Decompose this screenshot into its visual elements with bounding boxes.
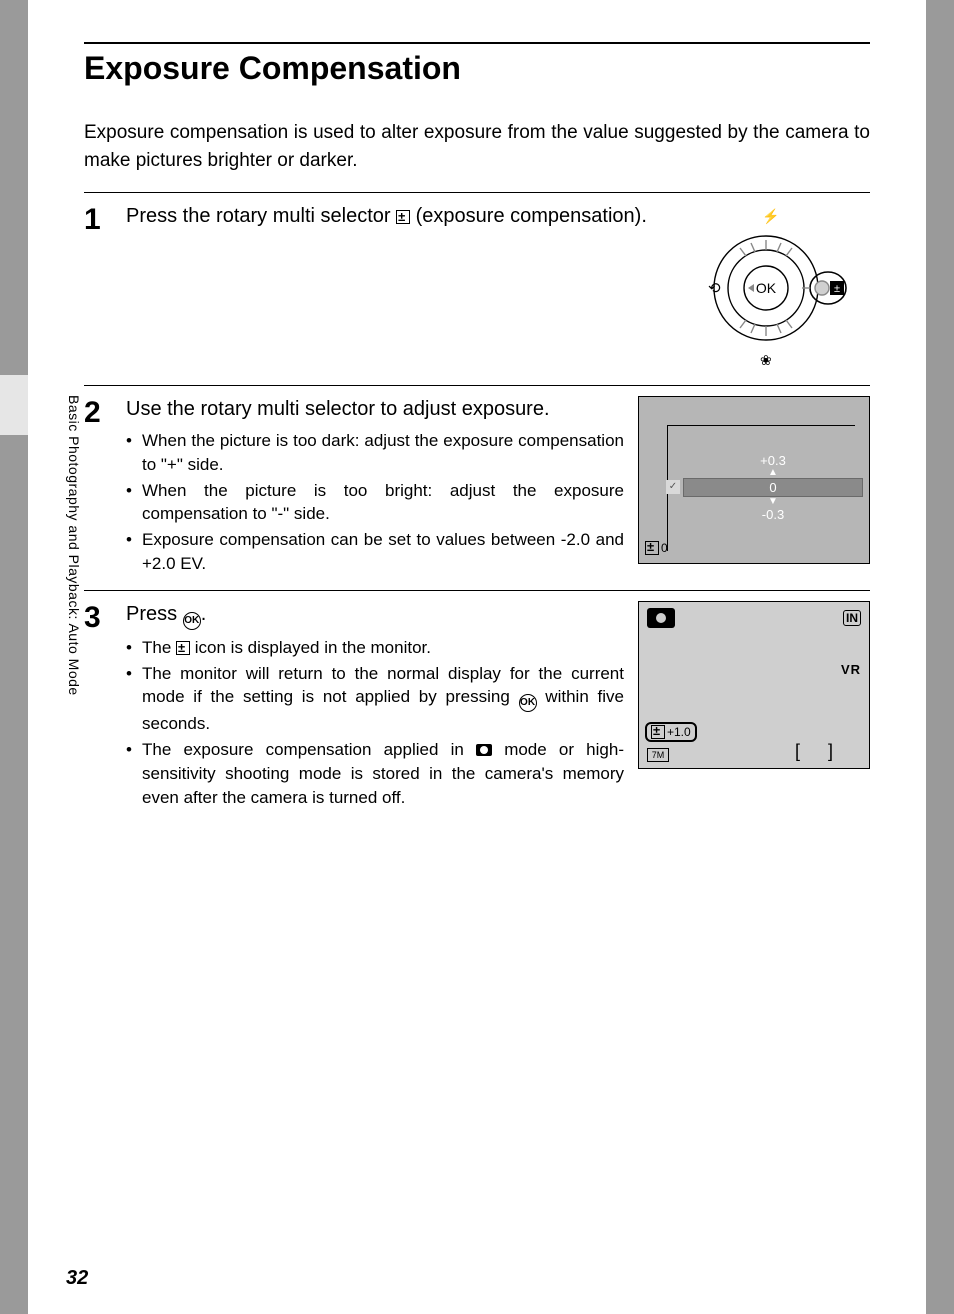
step-1: 1 Press the rotary multi selector (expos… (84, 193, 870, 385)
up-triangle-icon: ▲ (683, 468, 863, 478)
af-brackets: [] (795, 741, 861, 762)
monitor-display-illustration: IN VR +1.0 7M [] (638, 601, 870, 769)
manual-page: Exposure Compensation Exposure compensat… (28, 0, 926, 1314)
bullet: The exposure compensation applied in mod… (126, 738, 624, 809)
step-2: 2 Use the rotary multi selector to adjus… (84, 386, 870, 590)
ok-label: OK (756, 280, 777, 296)
exposure-comp-icon (645, 541, 659, 555)
bullet: Exposure compensation can be set to valu… (126, 528, 624, 576)
bullet: The monitor will return to the normal di… (126, 662, 624, 737)
image-size-icon: 7M (647, 748, 669, 762)
bullet: When the picture is too dark: adjust the… (126, 429, 624, 477)
step-3-heading: Press OK. (126, 601, 624, 630)
intro-text: Exposure compensation is used to alter e… (84, 95, 870, 192)
ev-zero-row: ✓ 0 (683, 478, 863, 497)
svg-text:±: ± (834, 283, 840, 295)
section-label: Basic Photography and Playback: Auto Mod… (66, 395, 82, 696)
bullet: The icon is displayed in the monitor. (126, 636, 624, 660)
camera-mode-icon (476, 744, 492, 756)
exposure-comp-icon (651, 725, 665, 739)
step-number: 2 (84, 396, 114, 578)
vr-icon: VR (841, 662, 861, 677)
step-2-heading: Use the rotary multi selector to adjust … (126, 396, 624, 423)
exposure-comp-icon (396, 210, 410, 224)
ev-badge: +1.0 (645, 722, 697, 742)
down-triangle-icon: ▼ (683, 497, 863, 507)
camera-icon (647, 608, 675, 628)
svg-text:⚡: ⚡ (762, 208, 779, 225)
step-1-heading: Press the rotary multi selector (exposur… (126, 203, 656, 230)
bullet: When the picture is too bright: adjust t… (126, 479, 624, 527)
ev-minus: -0.3 (683, 507, 863, 522)
svg-text:⟲: ⟲ (708, 280, 721, 297)
internal-memory-icon: IN (843, 610, 861, 626)
step-3-bullets: The icon is displayed in the monitor. Th… (126, 630, 624, 810)
ev-corner: 0 (645, 541, 668, 555)
ok-button-icon: OK (183, 612, 201, 630)
step-number: 3 (84, 601, 114, 812)
check-icon: ✓ (666, 480, 680, 494)
header-rule (84, 42, 870, 44)
page-title: Exposure Compensation (84, 50, 870, 95)
ev-plus: +0.3 (683, 453, 863, 468)
step-2-bullets: When the picture is too dark: adjust the… (126, 423, 624, 576)
ok-button-icon: OK (519, 694, 537, 712)
svg-text:❀: ❀ (760, 352, 772, 368)
exposure-comp-icon (176, 641, 190, 655)
rotary-dial-illustration: OK (670, 203, 870, 373)
page-number: 32 (66, 1267, 88, 1290)
step-3: 3 Press OK. The icon is displayed in the… (84, 591, 870, 824)
exposure-scale-illustration: +0.3 ▲ ✓ 0 ▼ -0.3 0 (638, 396, 870, 564)
step-number: 1 (84, 203, 114, 373)
side-tab (0, 375, 28, 435)
